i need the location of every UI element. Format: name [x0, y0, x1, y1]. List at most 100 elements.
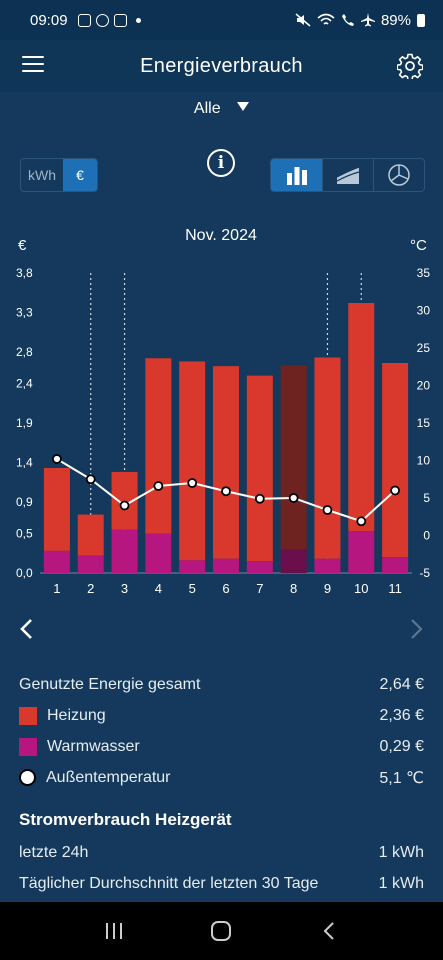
warmwater-bar-6 — [213, 558, 239, 573]
home-button[interactable] — [209, 919, 233, 943]
y-left-unit: € — [18, 237, 27, 254]
x-tick-label: 2 — [87, 581, 94, 596]
y-left-tick-label: 2,4 — [16, 377, 33, 391]
x-tick-label: 6 — [222, 581, 229, 596]
outdoor-temp-label: Außentemperatur — [46, 768, 171, 786]
temperature-point-5 — [187, 478, 198, 488]
x-tick-label: 10 — [354, 581, 368, 596]
heating-swatch — [19, 706, 37, 725]
total-energy-row: Genutzte Energie gesamt 2,64 € — [0, 669, 443, 700]
y-left-tick-label: 0,0 — [16, 566, 33, 580]
warmwater-bar-8 — [280, 549, 307, 573]
gallery-icon — [77, 13, 91, 27]
last24h-label: letzte 24h — [19, 843, 89, 861]
x-tick-label: 9 — [324, 581, 331, 596]
y-left-tick-label: 1,9 — [16, 416, 33, 430]
y-left-tick-label: 1,4 — [16, 455, 33, 469]
avg30-value: 1 kWh — [378, 874, 424, 892]
view-option-bar[interactable] — [271, 159, 322, 191]
app-bar: Energieverbrauch — [0, 40, 443, 92]
more-notifications-icon — [135, 17, 141, 23]
info-icon[interactable]: i — [207, 149, 235, 177]
energy-chart: Nov. 2024 € °C 0,0 0,5 0,9 1,4 1,9 2,4 2,8 3,3 3… — [16, 227, 431, 596]
heating-bar-4 — [145, 358, 172, 534]
heating-bar-7 — [246, 375, 273, 562]
x-tick-label: 3 — [121, 581, 128, 596]
bar-chart-icon — [286, 167, 307, 185]
heating-row: Heizung 2,36 € — [0, 700, 443, 731]
wifi-icon — [317, 13, 335, 25]
unit-option-euro[interactable]: € — [63, 159, 97, 191]
heating-label: Heizung — [47, 706, 106, 724]
heating-bar-5 — [179, 361, 206, 561]
y-right-tick-label: 5 — [423, 491, 430, 505]
y-left-ticks: 0,0 0,5 0,9 1,4 1,9 2,4 2,8 3,3 3,8 — [16, 266, 33, 580]
x-tick-label: 1 — [53, 581, 60, 596]
battery-level: 89% — [380, 11, 411, 29]
recent-apps-button[interactable] — [102, 919, 126, 943]
pie-chart-icon — [388, 164, 410, 186]
y-right-ticks: -5 0 5 10 15 20 25 30 35 — [417, 266, 431, 580]
x-tick-label: 5 — [189, 581, 196, 596]
temperature-point-11 — [390, 485, 400, 496]
power-section-title: Stromverbrauch Heizgerät — [19, 810, 232, 829]
total-energy-label: Genutzte Energie gesamt — [19, 675, 201, 693]
heating-bar-11 — [382, 363, 409, 558]
temperature-point-2 — [85, 474, 96, 485]
heating-bar-2 — [77, 514, 104, 556]
x-tick-label: 11 — [388, 581, 402, 596]
recent-apps-icon — [105, 923, 122, 939]
x-tick-label: 8 — [290, 581, 297, 596]
y-right-tick-label: -5 — [419, 566, 430, 580]
view-toggle — [270, 158, 425, 192]
warmwater-label: Warmwasser — [47, 737, 140, 755]
warmwater-bar-1 — [43, 550, 70, 573]
temperature-marker-icon — [19, 769, 36, 786]
heating-bar-6 — [213, 366, 239, 559]
bars — [43, 303, 409, 573]
warmwater-value: 0,29 € — [379, 737, 424, 755]
temperature-point-3 — [119, 500, 130, 511]
whatsapp-icon — [95, 13, 109, 27]
total-energy-value: 2,64 € — [379, 675, 424, 693]
temperature-point-7 — [254, 493, 265, 504]
battery-icon — [417, 13, 425, 27]
heating-bar-10 — [348, 303, 375, 532]
unit-option-kwh[interactable]: kWh — [28, 167, 56, 183]
warmwater-bar-5 — [179, 560, 206, 573]
avg30-label: Täglicher Durchschnitt der letzten 30 Ta… — [19, 874, 319, 892]
warmwater-bar-7 — [246, 561, 273, 573]
next-month-button[interactable] — [407, 618, 425, 640]
heating-value: 2,36 € — [379, 706, 424, 724]
x-ticks: 1 2 3 4 5 6 7 8 9 10 11 — [53, 581, 402, 596]
y-left-tick-label: 3,8 — [16, 266, 33, 280]
avg30-row: Täglicher Durchschnitt der letzten 30 Ta… — [0, 868, 443, 899]
gear-icon[interactable] — [397, 53, 423, 79]
y-right-tick-label: 20 — [417, 379, 431, 393]
menu-icon — [22, 56, 44, 58]
warmwater-bar-4 — [145, 533, 172, 573]
summary-section: Genutzte Energie gesamt 2,64 € Heizung 2… — [0, 669, 443, 899]
menu-button[interactable] — [22, 56, 44, 74]
warmwater-bar-3 — [111, 529, 138, 573]
airplane-mode-icon — [360, 13, 375, 27]
y-left-tick-label: 0,5 — [16, 527, 33, 541]
warmwater-bar-10 — [348, 531, 375, 573]
temperature-point-8 — [288, 493, 299, 503]
system-icons: 89% — [295, 12, 425, 29]
caret-down-icon — [237, 102, 250, 111]
back-button[interactable] — [317, 919, 341, 943]
y-right-tick-label: 10 — [417, 454, 431, 468]
system-nav-bar — [0, 902, 443, 960]
y-right-tick-label: 0 — [423, 529, 430, 543]
filter-dropdown[interactable]: Alle — [0, 100, 443, 118]
y-right-unit: °C — [410, 237, 427, 254]
previous-month-button[interactable] — [18, 618, 36, 640]
last24h-value: 1 kWh — [378, 843, 424, 861]
temperature-line — [52, 454, 400, 527]
view-option-area[interactable] — [322, 159, 373, 191]
filter-selected-value: Alle — [193, 100, 221, 117]
view-option-pie[interactable] — [373, 159, 424, 191]
y-left-tick-label: 0,9 — [16, 495, 33, 509]
y-right-tick-label: 15 — [417, 416, 431, 430]
